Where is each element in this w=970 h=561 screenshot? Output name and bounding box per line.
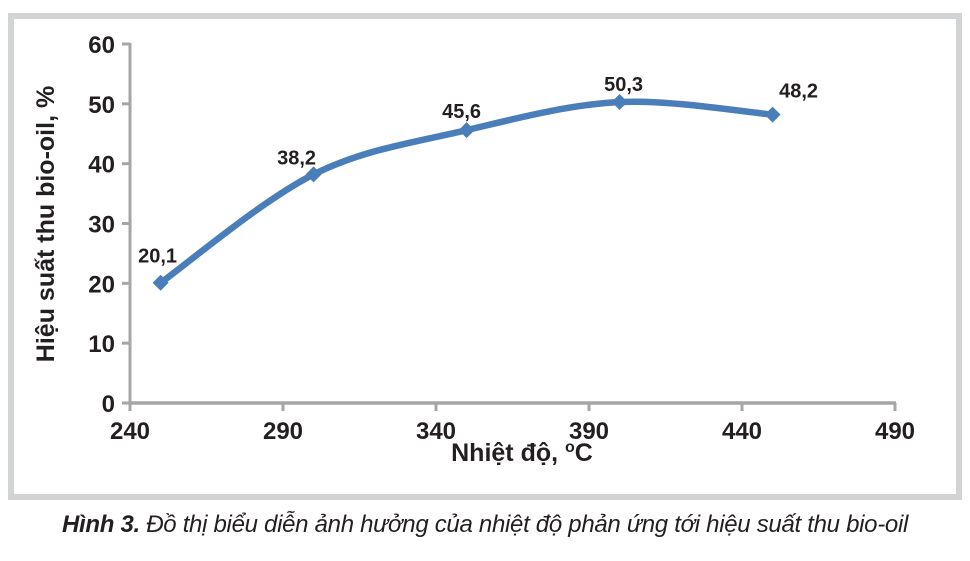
data-point-label: 45,6: [442, 101, 481, 123]
chart-frame: 0 10 20 30 40 50 60 240 290 340 390 440 490 Hiệu suất…: [8, 13, 962, 500]
data-point-marker: [764, 106, 781, 123]
data-point-marker: [305, 166, 322, 183]
caption-label: Hình 3.: [61, 511, 140, 538]
data-point-marker: [152, 274, 169, 291]
data-point-label: 48,2: [779, 81, 818, 103]
x-tick-label: 390: [569, 418, 609, 445]
y-tick-label: 60: [88, 32, 115, 59]
line-chart: 0 10 20 30 40 50 60 240 290 340 390 440 490 Hiệu suất…: [32, 32, 915, 467]
data-point-label: 20,1: [138, 246, 177, 268]
data-point-marker: [611, 94, 628, 111]
x-tick-label: 290: [263, 418, 303, 445]
caption-text: Đồ thị biểu diễn ảnh hưởng của nhiệt độ …: [139, 511, 909, 538]
x-tick-label: 440: [722, 418, 762, 445]
y-tick-label: 0: [102, 391, 115, 418]
data-point-marker: [458, 122, 475, 139]
y-tick-label: 40: [88, 152, 115, 179]
x-axis-title: Nhiệt độ, oC: [451, 439, 593, 467]
y-tick-label: 10: [88, 331, 115, 358]
y-axis-title: Hiệu suất thu bio-oil, %: [32, 86, 60, 362]
x-tick-label: 340: [416, 418, 456, 445]
figure-caption: Hình 3. Đồ thị biểu diễn ảnh hưởng của n…: [0, 511, 970, 539]
x-tick-label: 490: [875, 418, 915, 445]
data-point-label: 50,3: [604, 74, 643, 96]
y-tick-label: 30: [88, 212, 115, 239]
y-tick-label: 20: [88, 271, 115, 298]
y-tick-label: 50: [88, 92, 115, 119]
x-tick-label: 240: [110, 418, 150, 445]
data-point-label: 38,2: [277, 147, 316, 169]
